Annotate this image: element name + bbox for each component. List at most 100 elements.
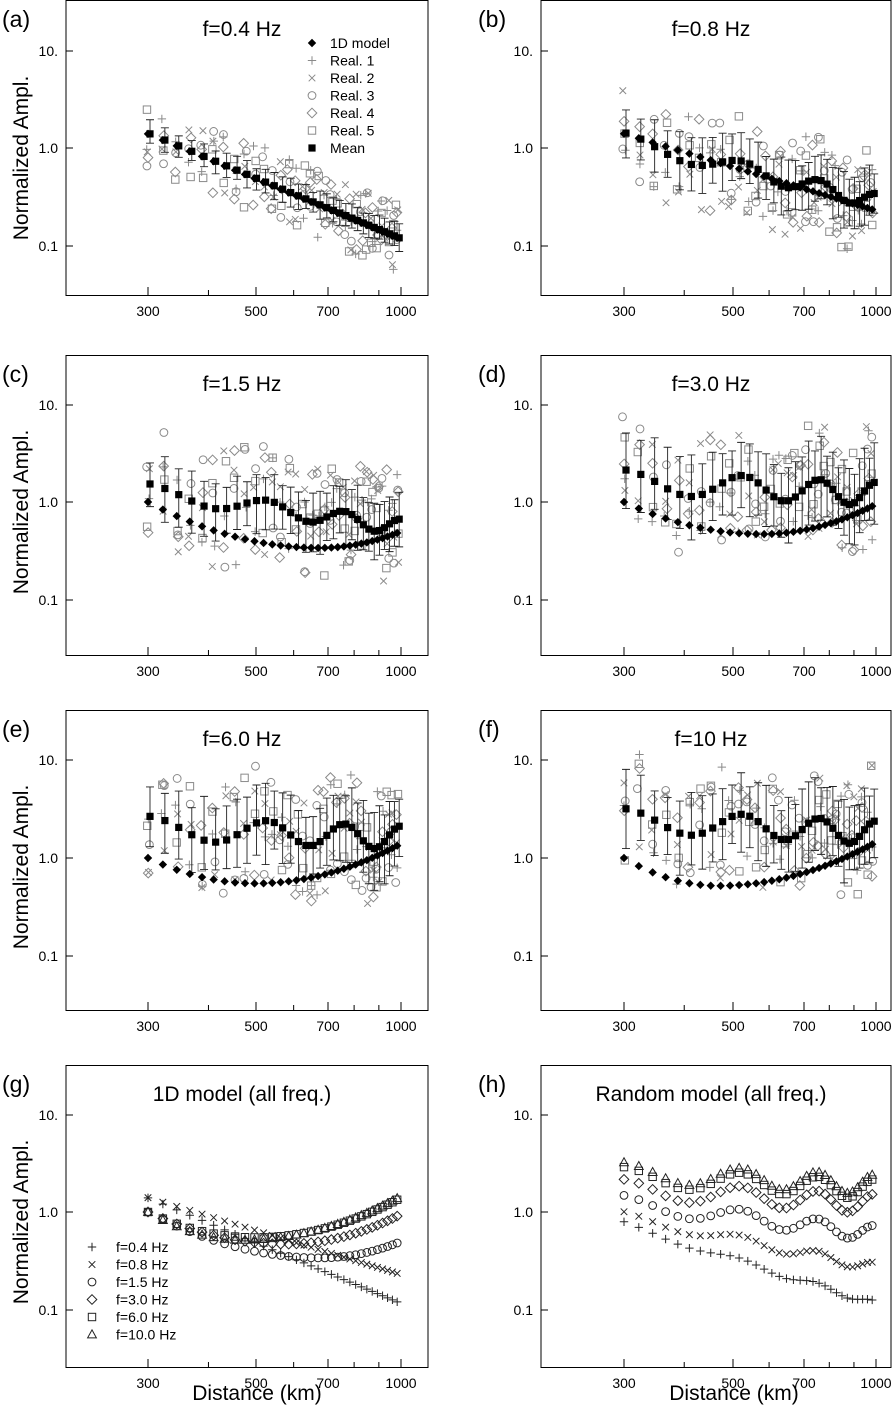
realization-3-point: [376, 791, 386, 801]
realization-4-point: [813, 216, 825, 228]
panel-a: (a) f=0.4 Hz 10. 1.0 0.1 300 500 700 1000: [2, 0, 429, 319]
realization-5-point: [853, 890, 862, 899]
series-point-circle: [867, 1221, 877, 1230]
realization-3-point: [707, 118, 717, 128]
plot-frame-c: [65, 355, 429, 656]
model-1d-point: [339, 864, 349, 873]
y-tick-label-c-1: 1.0: [39, 494, 59, 510]
mean-point: [390, 516, 399, 525]
mean-point: [336, 821, 344, 829]
series-point-circle: [634, 1195, 644, 1205]
panel-title-c: f=1.5 Hz: [203, 373, 282, 396]
realization-3-point: [266, 777, 276, 787]
model-1d-point: [802, 867, 811, 877]
realization-5-point: [787, 208, 797, 217]
realization-3-point: [796, 146, 806, 156]
realization-4-point: [806, 139, 818, 151]
mean-point: [380, 524, 389, 532]
series-point-diamond: [361, 1223, 373, 1235]
realization-4-point: [694, 797, 706, 809]
model-1d-point: [158, 860, 168, 869]
model-1d-point: [775, 875, 784, 884]
y-tick-label-d-1: 1.0: [514, 494, 534, 510]
y-tick-label-b-0: 10.: [514, 43, 533, 59]
realization-3-point: [695, 820, 705, 830]
realization-4-point: [158, 460, 170, 472]
realization-5-point: [707, 140, 716, 149]
realization-1-point: [768, 454, 778, 464]
series-point-diamond: [371, 1219, 383, 1231]
realization-3-point: [768, 465, 778, 475]
model-1d-point: [634, 134, 644, 143]
mean-point: [746, 812, 754, 820]
realization-3-point: [362, 512, 372, 522]
realization-4-point: [169, 166, 181, 178]
realization-4-point: [326, 518, 338, 530]
legend-marker-triangle: [86, 1328, 98, 1339]
series-point-plus: [716, 1250, 725, 1259]
realization-4-point: [354, 460, 366, 472]
mean-point: [676, 157, 684, 165]
realization-3-point: [632, 784, 642, 794]
realization-4-point: [801, 210, 813, 222]
realization-5-point: [803, 421, 813, 431]
realization-5-point: [251, 156, 260, 166]
realization-5-point: [142, 105, 152, 114]
realization-5-point: [807, 205, 817, 214]
realization-2-point: [322, 528, 330, 536]
realization-2-point: [301, 485, 309, 494]
mean-point: [651, 477, 659, 485]
realization-3-point: [635, 177, 645, 187]
model-1d-point: [197, 152, 207, 161]
realization-1-point: [392, 863, 402, 873]
realization-3-point: [355, 207, 365, 217]
mean-point: [365, 525, 373, 533]
legend-label: f=3.0 Hz: [116, 1292, 169, 1308]
series-point-square: [327, 1222, 336, 1231]
realization-3-point: [742, 797, 752, 807]
series-point-square: [648, 1172, 657, 1182]
mean-point: [811, 176, 819, 184]
series-point-triangle: [695, 1177, 706, 1188]
y-tick-label-h-1: 1.0: [514, 1204, 534, 1220]
realization-4-point: [249, 544, 261, 556]
realization-1-point: [705, 863, 715, 872]
realization-2-point: [160, 846, 168, 855]
realization-5-point: [333, 199, 342, 208]
realization-2-point: [198, 883, 206, 892]
realization-4-point: [258, 191, 270, 203]
realization-5-point: [219, 178, 228, 188]
series-point-plus: [351, 1280, 360, 1289]
series-point-plus: [759, 1264, 769, 1274]
mean-point: [146, 812, 154, 820]
mean-point: [798, 825, 806, 834]
series-point-triangle: [733, 1162, 745, 1172]
series-point-cross: [259, 1229, 268, 1237]
realization-4-point: [228, 193, 240, 205]
series-point-circle: [767, 1221, 777, 1231]
x-tick-label-b-2: 700: [792, 303, 816, 319]
model-1d-point: [220, 529, 229, 539]
realization-5-point: [760, 845, 769, 855]
realization-2-point: [796, 224, 805, 233]
realization-2-point: [797, 842, 806, 851]
realization-1-point: [813, 206, 823, 215]
realization-5-point: [843, 878, 853, 887]
realization-3-point: [268, 523, 278, 533]
x-tick-label-h-3: 1000: [860, 1375, 891, 1391]
mean-point: [261, 817, 270, 825]
realization-5-point: [367, 238, 376, 247]
model-1d-point: [826, 519, 836, 528]
mean-point: [664, 485, 672, 493]
model-1d-point: [306, 543, 316, 552]
series-point-cross: [858, 1260, 867, 1268]
realization-5-point: [208, 145, 217, 154]
mean-point: [395, 515, 403, 523]
y-tick-label-c-0: 10.: [39, 397, 58, 413]
model-1d-point: [240, 170, 250, 179]
mean-point: [856, 494, 864, 502]
mean-point: [762, 486, 770, 494]
series-point-plus: [345, 1277, 355, 1287]
model-1d-point: [706, 155, 715, 165]
mean-point: [777, 182, 785, 190]
